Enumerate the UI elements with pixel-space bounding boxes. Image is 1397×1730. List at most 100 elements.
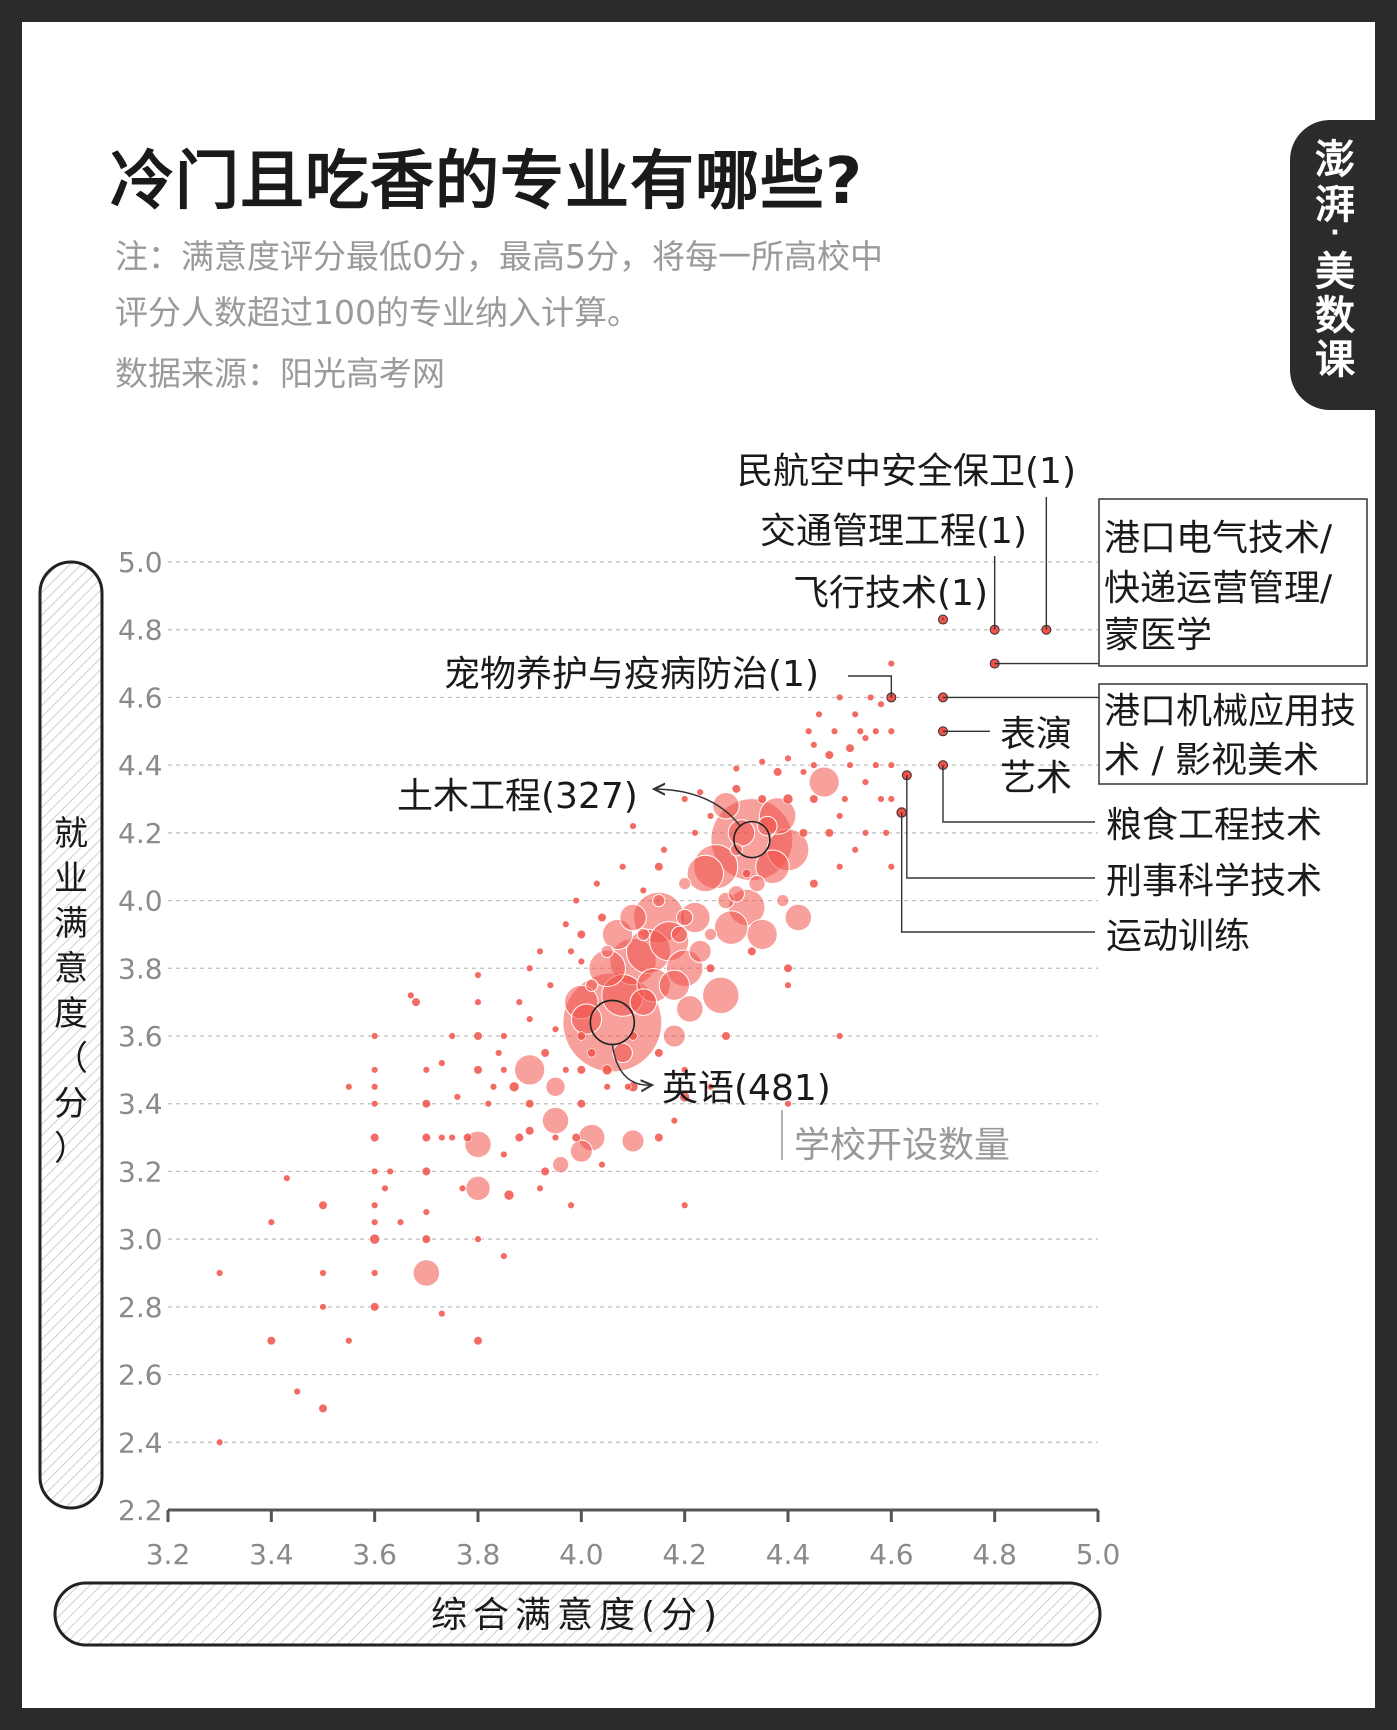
data-point — [799, 768, 808, 776]
annotation-label: 飞行技术(1) — [793, 573, 988, 614]
data-point — [727, 819, 756, 847]
data-point — [585, 978, 599, 992]
data-point — [500, 1150, 508, 1159]
data-point — [712, 792, 740, 820]
data-point — [758, 758, 766, 766]
source-line: 数据来源：阳光高考网 — [115, 354, 445, 393]
data-point — [386, 1167, 394, 1176]
data-point — [562, 920, 570, 928]
data-point — [784, 754, 792, 763]
brand-char: 课 — [1315, 337, 1355, 383]
data-point — [835, 812, 844, 820]
data-point — [603, 1083, 611, 1091]
data-point — [706, 1083, 715, 1091]
data-point — [629, 988, 658, 1016]
data-point — [370, 1167, 379, 1176]
data-point — [830, 727, 839, 735]
data-point — [453, 1093, 462, 1101]
data-point — [660, 846, 668, 854]
data-point — [877, 700, 885, 708]
data-point — [882, 829, 890, 837]
data-point — [381, 1184, 389, 1193]
data-point — [474, 1235, 482, 1243]
data-point — [621, 1129, 645, 1153]
data-point — [746, 918, 778, 951]
data-point — [576, 1031, 586, 1041]
x-axis-pill — [53, 1581, 1102, 1647]
x-tick-label: 3.2 — [146, 1538, 191, 1571]
data-point — [540, 1166, 550, 1177]
data-point — [624, 1083, 632, 1091]
brand-char: 数 — [1315, 293, 1355, 339]
data-point — [567, 947, 575, 956]
data-point — [266, 1336, 276, 1346]
x-tick-label: 4.8 — [972, 1538, 1017, 1571]
y-tick-label: 4.8 — [118, 614, 163, 647]
data-point — [576, 1065, 586, 1075]
data-point — [593, 879, 601, 888]
data-point — [872, 761, 880, 769]
data-point — [798, 828, 809, 838]
leader-line — [900, 812, 1095, 933]
data-point — [319, 1269, 327, 1277]
data-point — [727, 885, 745, 903]
leader-line — [906, 775, 1095, 879]
data-point — [598, 1160, 606, 1169]
data-point — [536, 1184, 544, 1193]
data-point — [562, 1066, 570, 1074]
boxed-label-line: 港口机械应用技 — [1104, 691, 1356, 732]
data-point — [318, 1403, 328, 1414]
data-point — [824, 750, 834, 760]
data-point — [438, 1059, 446, 1067]
data-point — [757, 794, 767, 804]
data-point — [421, 1234, 431, 1244]
data-point — [784, 903, 813, 932]
data-point — [597, 912, 607, 923]
data-point — [421, 1132, 431, 1143]
data-point — [438, 1309, 446, 1318]
data-point — [629, 822, 637, 830]
data-point — [508, 1081, 520, 1093]
annotation-label: 运动训练 — [1106, 916, 1250, 957]
page-title: 冷门且吃香的专业有哪些? — [110, 145, 864, 219]
annotation-label: 英语(481) — [662, 1068, 831, 1109]
data-point — [345, 1337, 353, 1345]
data-point — [370, 1032, 379, 1040]
y-axis-label: 就业满意度（分） — [54, 814, 88, 1169]
data-point — [846, 761, 854, 769]
y-tick-label: 3.8 — [118, 952, 163, 985]
annotation-label: 交通管理工程(1) — [760, 511, 1027, 552]
data-point — [541, 1106, 570, 1135]
data-point — [851, 846, 859, 854]
data-point — [500, 1252, 508, 1260]
data-point — [861, 829, 870, 837]
data-point — [887, 659, 896, 668]
data-point — [370, 1201, 379, 1209]
data-point — [411, 997, 421, 1007]
brand-tab — [1290, 120, 1390, 410]
brand-char: 美 — [1315, 249, 1355, 295]
data-point — [680, 795, 689, 803]
size-legend-label: 学校开设数量 — [794, 1125, 1010, 1166]
data-point — [551, 1025, 560, 1033]
data-point — [861, 778, 870, 786]
data-point — [369, 1233, 380, 1245]
data-point — [856, 727, 865, 735]
data-point — [293, 1387, 301, 1396]
data-point — [841, 795, 849, 803]
y-tick-label: 2.8 — [118, 1291, 163, 1324]
y-tick-label: 4.0 — [118, 885, 163, 918]
data-point — [283, 1174, 291, 1182]
brand-char: · — [1330, 218, 1340, 248]
data-point — [757, 815, 778, 837]
data-point — [545, 1076, 566, 1098]
data-point — [370, 1083, 379, 1091]
leader-lines — [611, 497, 1099, 1085]
data-point — [748, 874, 766, 893]
leader-line — [848, 675, 893, 698]
x-tick-label: 4.0 — [559, 1538, 604, 1571]
data-point — [484, 1100, 493, 1108]
data-point — [662, 1024, 686, 1048]
y-tick-label: 3.0 — [118, 1223, 163, 1256]
data-point — [680, 1201, 689, 1209]
